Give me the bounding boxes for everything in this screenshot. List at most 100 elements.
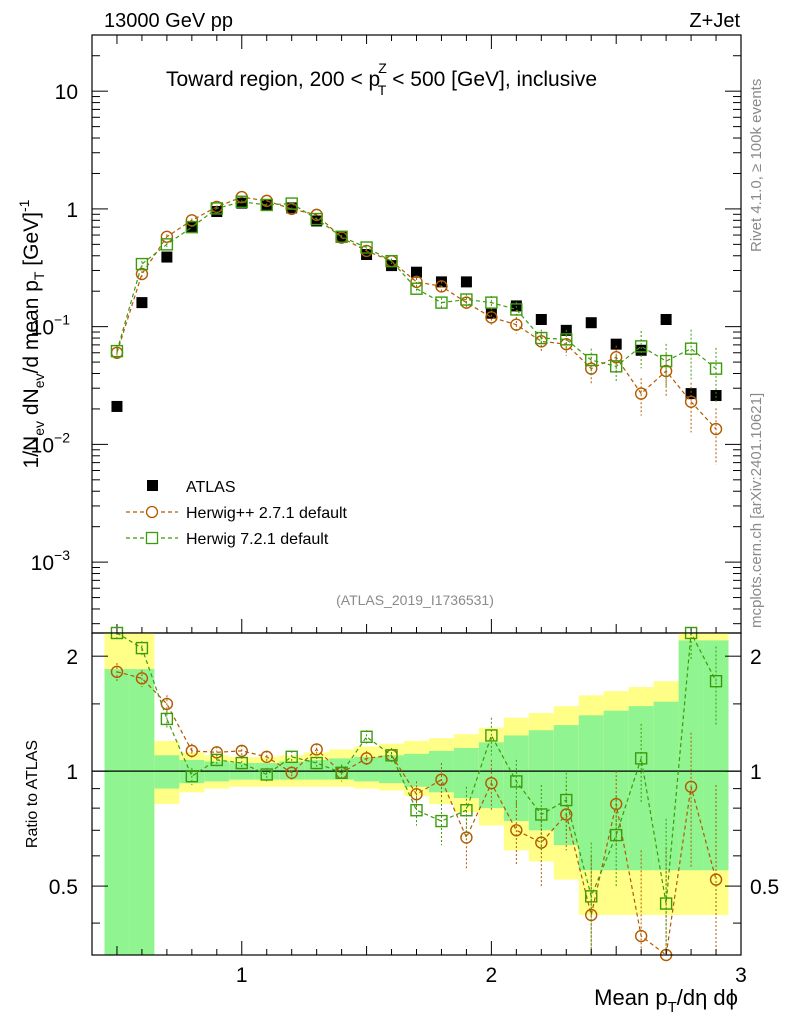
legend-label-herwig7: Herwig 7.2.1 default	[186, 531, 329, 548]
ylabel-unit-sup: -1	[16, 199, 32, 212]
ratio-marker-herwig-7-2-1	[310, 756, 323, 770]
marker-atlas	[386, 260, 398, 272]
marker-atlas	[585, 317, 597, 329]
y-tick-base: 10	[31, 552, 54, 575]
y-tick-label: 10−2	[31, 429, 71, 457]
marker-herwig-7-2-1	[684, 342, 698, 355]
marker-herwig-7-2-1	[360, 241, 373, 254]
ratio-tick-label: 2	[66, 646, 78, 669]
marker-atlas	[685, 388, 697, 400]
marker-herwig-7-2-1	[510, 303, 523, 316]
band-green	[528, 730, 554, 831]
ratio-marker-herwig-7-2-1	[485, 729, 498, 742]
y-axis-label: 1/Nev dNev/d mean pT [GeV]-1	[16, 199, 47, 468]
ratio-marker-herwig-7-2-1	[510, 775, 523, 788]
ratio-tick-label-right: 0.5	[750, 876, 779, 899]
ratio-marker-herwig-7-2-1	[385, 749, 398, 762]
marker-herwig-7-2-1	[235, 195, 248, 208]
marker-atlas	[660, 313, 672, 325]
ylabel-main: 1/N	[20, 436, 43, 469]
marker-herwig-7-2-1	[460, 293, 473, 306]
legend-label-atlas: ATLAS	[186, 479, 236, 496]
marker-atlas	[610, 338, 622, 350]
y-tick-label: 10−3	[31, 547, 71, 575]
xlabel-main: Mean p	[594, 985, 667, 1010]
marker-herwig-	[485, 311, 498, 324]
ratio-marker-herwig-	[235, 744, 248, 758]
band-green	[603, 710, 629, 871]
marker-atlas	[361, 248, 373, 260]
band-green	[354, 756, 380, 782]
analysis-id: (ATLAS_2019_I1736531)	[336, 592, 494, 608]
band-green	[129, 669, 155, 955]
plot-title: Toward region, 200 < pZ T < 500 [GeV], in…	[166, 60, 597, 98]
header-right: Z+Jet	[689, 10, 740, 32]
band-green	[154, 755, 180, 789]
title-sup: Z	[378, 60, 387, 76]
y-tick-label: 10	[55, 81, 78, 104]
x-tick-label: 2	[486, 964, 498, 987]
line-herwig-	[116, 196, 717, 430]
xlabel-sub: T	[668, 999, 677, 1016]
x-tick-label: 3	[735, 964, 747, 987]
marker-herwig-	[709, 422, 723, 436]
side-label-mcplots: mcplots.cern.ch [arXiv:2401.10621]	[748, 393, 765, 628]
y-tick-label: 10−1	[31, 312, 71, 340]
marker-herwig-	[135, 267, 149, 281]
ratio-marker-herwig-	[709, 873, 723, 886]
ylabel-ev2-sub: ev	[31, 373, 47, 388]
marker-herwig-7-2-1	[634, 340, 648, 353]
marker-herwig-7-2-1	[709, 362, 723, 375]
ratio-marker-herwig-	[135, 672, 149, 685]
ratio-marker-herwig-7-2-1	[285, 750, 298, 764]
ratio-marker-herwig-	[510, 824, 523, 837]
xlabel-tail: /dη dϕ	[677, 985, 738, 1010]
marker-atlas	[635, 344, 647, 356]
y-tick-base: 1	[66, 199, 78, 222]
ratio-marker-herwig-7-2-1	[260, 768, 273, 781]
ratio-line-herwig-7-2-1	[116, 630, 717, 904]
marker-herwig-7-2-1	[410, 282, 423, 295]
ratio-marker-herwig-7-2-1	[235, 756, 248, 770]
ratio-tick-label-right: 2	[750, 646, 762, 669]
legend-marker-herwig7	[145, 531, 159, 545]
legend-marker-atlas	[147, 480, 158, 491]
marker-herwig-	[609, 351, 623, 364]
marker-atlas	[161, 251, 173, 263]
ratio-marker-herwig-7-2-1	[634, 752, 648, 765]
marker-herwig-	[684, 395, 698, 408]
ratio-axis-ticks: 1 2 3 0.5 0.5 1 1 2 2	[49, 646, 779, 987]
ratio-marker-herwig-	[435, 773, 448, 786]
marker-herwig-7-2-1	[135, 257, 149, 271]
ratio-marker-herwig-	[210, 746, 224, 759]
marker-atlas	[211, 206, 223, 218]
ratio-tick-label: 1	[66, 761, 78, 784]
marker-atlas	[485, 307, 497, 319]
legend-marker-herwigpp	[145, 505, 159, 519]
ratio-marker-herwig-	[684, 780, 698, 793]
marker-herwig-	[435, 280, 448, 293]
y-tick-exponent: −3	[54, 547, 70, 563]
ylabel-t-sub: T	[31, 271, 47, 280]
ratio-marker-herwig-7-2-1	[210, 753, 224, 767]
marker-herwig-7-2-1	[609, 360, 623, 373]
upper-data-marks	[110, 190, 723, 465]
ratio-marker-herwig-7-2-1	[460, 804, 473, 817]
x-axis-label: Mean pT/dη dϕ	[594, 985, 738, 1016]
marker-herwig-	[634, 387, 648, 400]
marker-herwig-	[410, 275, 423, 289]
marker-herwig-7-2-1	[110, 344, 124, 358]
ratio-marker-herwig-	[410, 788, 423, 801]
ratio-plot-frame	[91, 632, 742, 956]
ratio-marker-herwig-	[310, 743, 323, 756]
ratio-marker-herwig-	[360, 752, 373, 765]
marker-herwig-7-2-1	[560, 333, 573, 346]
band-green	[304, 759, 330, 780]
ratio-marker-herwig-7-2-1	[609, 828, 623, 842]
ratio-marker-herwig-	[485, 776, 498, 790]
ratio-marker-herwig-7-2-1	[435, 814, 448, 828]
ratio-marker-herwig-7-2-1	[185, 769, 199, 783]
